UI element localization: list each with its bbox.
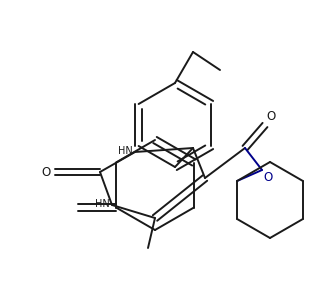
Text: O: O — [263, 171, 272, 184]
Text: O: O — [42, 166, 51, 179]
Text: HN: HN — [118, 146, 133, 156]
Text: O: O — [266, 110, 275, 123]
Text: HN: HN — [95, 199, 110, 209]
